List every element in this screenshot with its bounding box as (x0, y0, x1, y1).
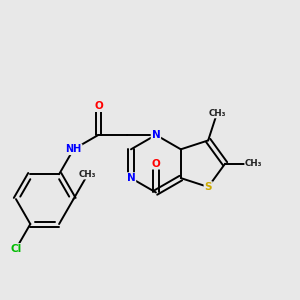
Text: CH₃: CH₃ (208, 109, 226, 118)
Text: S: S (204, 182, 212, 192)
Text: O: O (152, 159, 160, 169)
Text: CH₃: CH₃ (245, 159, 262, 168)
Text: Cl: Cl (10, 244, 22, 254)
Text: N: N (152, 130, 160, 140)
Text: N: N (127, 173, 135, 183)
Text: NH: NH (65, 144, 82, 154)
Text: O: O (94, 101, 103, 111)
Text: CH₃: CH₃ (79, 170, 97, 179)
